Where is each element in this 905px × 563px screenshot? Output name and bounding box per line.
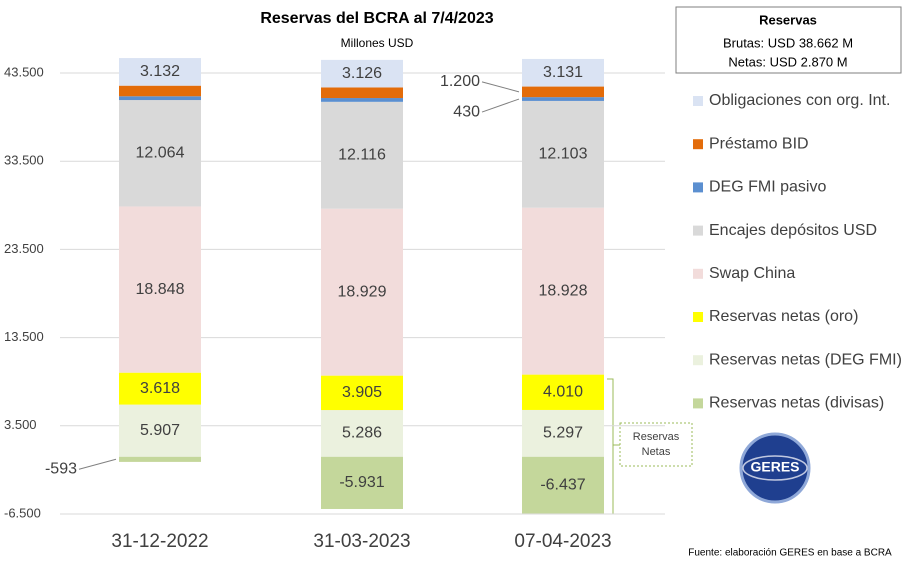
data-label: -593: [45, 461, 77, 478]
data-label: 18.929: [338, 283, 387, 300]
legend-label: Reservas netas (oro): [709, 308, 858, 325]
legend-swatch: [693, 355, 703, 366]
x-tick-label: 07-04-2023: [514, 531, 611, 552]
y-tick-label: 13.500: [4, 329, 44, 344]
legend-swatch: [693, 398, 703, 409]
legend-swatch: [693, 225, 703, 236]
annotation-box: [619, 422, 693, 467]
data-label: 3.131: [543, 64, 583, 81]
y-tick-label: 3.500: [4, 417, 37, 432]
bar-segment: [119, 96, 201, 101]
legend-swatch: [693, 268, 703, 279]
bar-segment: [522, 456, 604, 514]
info-line: Brutas: USD 38.662 M: [723, 35, 853, 50]
logo-circle: [739, 432, 811, 504]
logo-orbit: [742, 455, 808, 481]
data-label: 1.200: [440, 73, 480, 90]
data-label: 18.928: [539, 282, 588, 299]
chart-title: Reservas del BCRA al 7/4/2023: [260, 10, 493, 27]
bar-segment: [119, 372, 201, 405]
bar-segment: [522, 207, 604, 375]
bar-segment: [321, 208, 403, 376]
info-line: Netas: USD 2.870 M: [728, 54, 847, 69]
bar-segment: [321, 375, 403, 411]
data-label: 3.618: [140, 380, 180, 397]
data-label: 12.116: [338, 146, 386, 163]
bar-segment: [119, 456, 201, 462]
legend-label: Reservas netas (DEG FMI): [709, 351, 902, 368]
legend-label: Swap China: [709, 265, 795, 282]
data-label: -6.437: [540, 476, 585, 493]
annotation-holder: Reservas Netas: [632, 431, 680, 458]
data-label: 5.907: [140, 422, 180, 439]
info-title: Reservas: [759, 12, 817, 27]
y-tick-label: 23.500: [4, 241, 44, 256]
bar-segment: [522, 100, 604, 208]
annotation-bracket: [607, 378, 614, 515]
leader-line: [481, 98, 520, 113]
bar-segment: [321, 456, 403, 509]
data-label: 3.132: [140, 63, 180, 80]
legend-swatch: [693, 139, 703, 150]
bar-segment: [321, 98, 403, 102]
legend-label: DEG FMI pasivo: [709, 179, 826, 196]
bar-segment: [522, 374, 604, 410]
data-label: 3.126: [342, 65, 382, 82]
legend-label: Reservas netas (divisas): [709, 395, 884, 412]
bar-segment: [119, 58, 201, 86]
bar-segment: [321, 410, 403, 457]
bar-segment: [522, 409, 604, 457]
legend-swatch: [693, 96, 703, 106]
x-tick-label: 31-12-2022: [111, 531, 208, 552]
legend-label: Obligaciones con org. Int.: [709, 92, 890, 109]
chart-subtitle: Millones USD: [341, 36, 414, 50]
bar-segment: [522, 86, 604, 98]
bar-segment: [119, 206, 201, 373]
legend-label: Encajes depósitos USD: [709, 222, 877, 239]
bar-segment: [119, 404, 201, 457]
y-tick-label: 33.500: [4, 153, 44, 168]
x-tick-label: 31-03-2023: [313, 531, 410, 552]
bar-segment: [321, 59, 403, 88]
data-label: 12.103: [539, 146, 588, 163]
data-label: -5.931: [339, 474, 384, 491]
data-label: 18.848: [136, 281, 185, 298]
y-tick-label: -6.500: [4, 505, 41, 520]
legend-label: Préstamo BID: [709, 135, 809, 152]
legend-swatch: [693, 182, 703, 193]
data-label: 5.286: [342, 425, 382, 442]
source-note: Fuente: elaboración GERES en base a BCRA: [688, 548, 892, 559]
bar-segment: [321, 101, 403, 209]
leader-line: [481, 81, 520, 93]
bar-segment: [522, 58, 604, 87]
data-label: 4.010: [543, 383, 583, 400]
bar-segment: [119, 100, 201, 207]
annotation-text: Reservas Netas: [632, 431, 680, 458]
bar-segment: [119, 85, 201, 97]
leader-line: [78, 458, 117, 470]
legend-swatch: [693, 312, 703, 322]
data-label: 3.905: [342, 384, 382, 401]
info-box: [675, 6, 902, 74]
data-label: 430: [453, 103, 480, 120]
y-tick-label: 43.500: [4, 64, 44, 79]
data-label: 12.064: [136, 144, 185, 161]
bar-segment: [321, 87, 403, 99]
data-label: 5.297: [543, 425, 583, 442]
logo: GERES: [739, 432, 811, 504]
logo-text: GERES: [750, 459, 799, 475]
bar-segment: [522, 97, 604, 101]
